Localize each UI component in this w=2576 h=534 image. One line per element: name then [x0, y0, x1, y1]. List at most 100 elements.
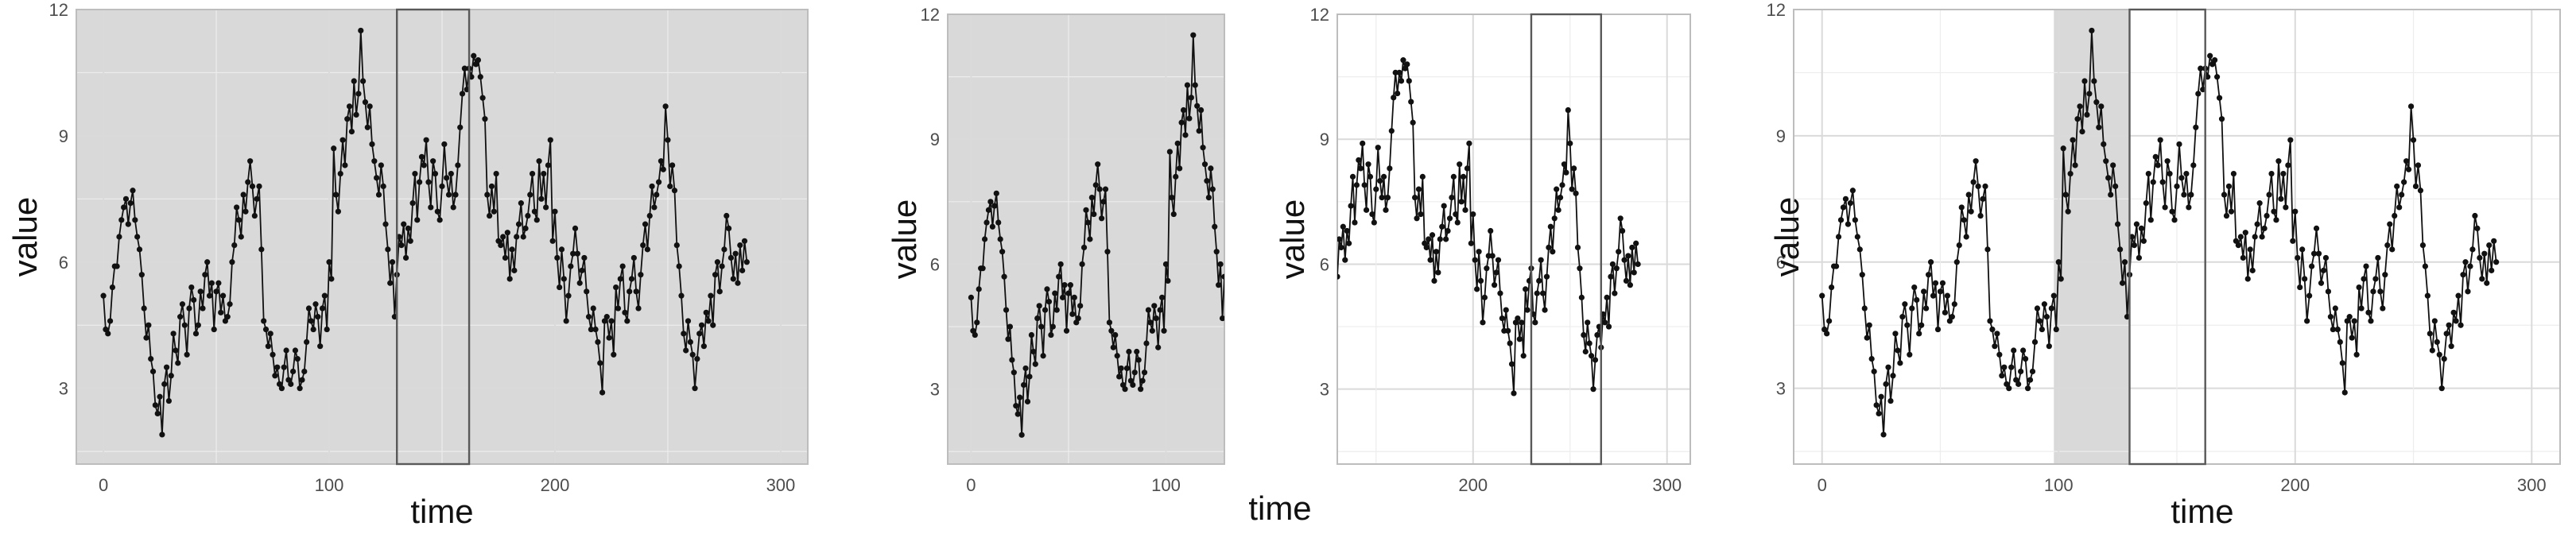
data-point	[2407, 103, 2415, 110]
data-point	[2164, 158, 2171, 164]
data-point	[1426, 236, 1432, 242]
data-point	[251, 212, 258, 219]
data-point	[1837, 217, 1845, 223]
data-point	[1840, 204, 1847, 211]
data-point	[1077, 303, 1084, 309]
data-point	[1149, 327, 1155, 334]
series-line	[1337, 60, 1639, 393]
data-point	[595, 339, 601, 346]
data-point	[1458, 199, 1465, 205]
data-point	[1586, 340, 1593, 346]
data-point	[168, 373, 174, 379]
data-point	[1139, 377, 1146, 384]
data-point	[514, 234, 520, 240]
data-point	[1059, 294, 1066, 300]
data-point	[2356, 284, 2362, 291]
data-point	[1091, 211, 1097, 218]
data-point	[487, 212, 493, 219]
data-point	[1480, 319, 1486, 326]
data-point	[1555, 207, 1562, 213]
data-point	[1623, 277, 1630, 284]
data-point	[1088, 194, 1095, 201]
data-point	[1048, 331, 1054, 339]
data-point	[1546, 244, 1552, 251]
x-tick-label: 200	[1458, 475, 1488, 495]
data-point	[2275, 158, 2282, 164]
data-point	[2387, 221, 2393, 227]
data-point	[985, 207, 992, 213]
data-point	[1007, 323, 1014, 330]
data-point	[2181, 192, 2187, 198]
data-point	[267, 331, 274, 337]
data-point	[2098, 103, 2105, 110]
data-point	[1507, 340, 1513, 346]
data-point	[1883, 381, 1889, 387]
data-point	[552, 208, 558, 215]
data-point	[2292, 208, 2299, 215]
data-point	[1982, 183, 1988, 190]
data-point	[105, 331, 111, 337]
data-point	[1384, 194, 1391, 201]
data-point	[2167, 170, 2173, 177]
data-point	[2438, 385, 2445, 392]
data-point	[743, 259, 750, 265]
data-point	[2152, 153, 2159, 160]
data-point	[1371, 219, 1377, 226]
data-point	[1594, 331, 1600, 339]
data-point	[1353, 182, 1360, 188]
data-point	[1876, 410, 1882, 417]
data-point	[1011, 370, 1017, 376]
data-point	[1633, 240, 1639, 246]
data-point	[1909, 305, 1915, 312]
data-point	[1492, 282, 1498, 288]
data-point	[1040, 353, 1046, 359]
data-point	[1994, 331, 2000, 337]
data-point	[592, 326, 599, 333]
data-point	[179, 301, 186, 308]
data-point	[1460, 173, 1467, 180]
data-point	[2062, 192, 2069, 198]
data-point	[1419, 173, 1426, 180]
data-point	[2315, 250, 2322, 257]
data-point	[692, 385, 698, 392]
data-point	[134, 234, 141, 240]
data-point	[1443, 236, 1449, 242]
data-point	[1481, 294, 1488, 300]
data-point	[1578, 294, 1585, 300]
data-point	[1063, 327, 1070, 334]
data-point	[644, 246, 650, 253]
data-point	[418, 153, 425, 160]
data-point	[1036, 303, 1042, 309]
data-point	[2110, 162, 2116, 168]
x-tick-label: 200	[2280, 475, 2310, 495]
data-point	[1495, 257, 1502, 263]
data-point	[2481, 250, 2488, 257]
data-point	[1532, 319, 1538, 326]
data-point	[262, 326, 270, 333]
data-point	[1499, 315, 1505, 322]
data-point	[572, 225, 579, 232]
data-point	[1018, 431, 1025, 438]
data-point	[1468, 240, 1474, 246]
data-point	[1123, 365, 1131, 372]
data-point	[2491, 238, 2497, 244]
data-point	[640, 242, 646, 249]
data-point	[1511, 390, 1517, 397]
data-point	[732, 250, 739, 257]
data-point	[2018, 368, 2024, 375]
data-point	[1161, 327, 1167, 334]
y-tick-label: 12	[1767, 0, 1786, 20]
data-point	[1174, 140, 1181, 147]
data-point	[1951, 301, 1957, 308]
data-point	[1408, 99, 1414, 105]
data-point	[727, 254, 735, 261]
data-point	[2271, 208, 2277, 215]
data-point	[1116, 373, 1123, 380]
data-point	[1585, 319, 1591, 326]
data-point	[2225, 183, 2233, 190]
data-point	[520, 234, 526, 240]
data-point	[1079, 261, 1085, 268]
data-point	[328, 276, 335, 282]
data-point	[1099, 215, 1105, 222]
data-point	[1565, 106, 1571, 114]
